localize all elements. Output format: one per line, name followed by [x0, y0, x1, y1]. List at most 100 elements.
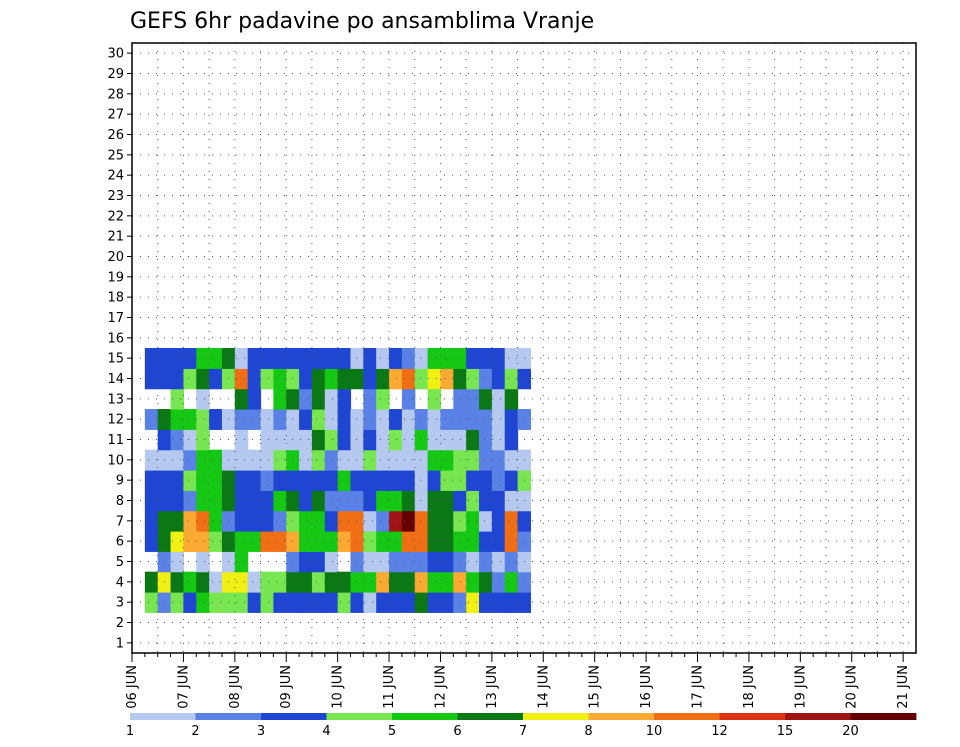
heatmap-cell	[209, 490, 223, 512]
heatmap-cell	[427, 571, 442, 593]
heatmap-cell	[389, 429, 403, 451]
heatmap-cell	[324, 368, 339, 390]
heatmap-cell	[183, 490, 197, 512]
heatmap-cell	[183, 368, 197, 390]
heatmap-cell	[376, 592, 390, 613]
heatmap-cell	[324, 429, 339, 451]
heatmap-cell	[363, 551, 377, 573]
heatmap-cell	[196, 531, 210, 552]
colorbar-swatch	[326, 713, 393, 720]
heatmap-cell	[144, 490, 159, 512]
heatmap-cell	[234, 348, 249, 369]
heatmap-cell	[311, 592, 326, 613]
heatmap-cell	[466, 388, 480, 410]
heatmap-cell	[170, 388, 185, 410]
heatmap-cell	[401, 348, 416, 369]
heatmap-cell	[183, 409, 197, 430]
heatmap-cell	[209, 531, 223, 552]
heatmap-cell	[273, 449, 287, 471]
heatmap-cell	[337, 429, 352, 451]
heatmap-cell	[209, 510, 223, 532]
heatmap-cell	[337, 470, 352, 491]
heatmap-cell	[196, 449, 210, 471]
heatmap-cell	[363, 592, 377, 613]
heatmap-cell	[479, 388, 493, 410]
heatmap-cell	[479, 531, 493, 552]
heatmap-cell	[337, 531, 352, 552]
colorbar-swatch	[719, 713, 786, 720]
colorbar-swatch	[588, 713, 655, 720]
heatmap-cell	[350, 571, 364, 593]
heatmap-cell	[440, 551, 454, 573]
heatmap-cell	[324, 571, 339, 593]
heatmap-cell	[196, 571, 210, 593]
heatmap-cell	[337, 449, 352, 471]
heatmap-cell	[209, 348, 223, 369]
heatmap-cell	[273, 368, 287, 390]
heatmap-cell	[324, 409, 339, 430]
heatmap-cell	[144, 531, 159, 552]
x-date-label: 08 JUN	[228, 665, 243, 709]
heatmap-cell	[363, 510, 377, 532]
x-date-label: 10 JUN	[331, 665, 346, 709]
heatmap-cell	[337, 368, 352, 390]
heatmap-cell	[401, 551, 416, 573]
colorbar-label: 4	[322, 724, 330, 739]
y-tick-label: 22	[107, 209, 124, 224]
heatmap-cell	[479, 510, 493, 532]
y-tick-label: 11	[107, 433, 124, 448]
heatmap-cell	[234, 470, 249, 491]
heatmap-cell	[247, 409, 262, 430]
heatmap-cell	[299, 470, 313, 491]
heatmap-cell	[260, 470, 274, 491]
heatmap-cell	[350, 368, 364, 390]
heatmap-cell	[324, 551, 339, 573]
heatmap-cell	[389, 470, 403, 491]
y-tick-label: 17	[107, 311, 124, 326]
heatmap-cell	[209, 592, 223, 613]
heatmap-cell	[427, 348, 442, 369]
heatmap-cell	[234, 449, 249, 471]
heatmap-cell	[440, 592, 454, 613]
heatmap-cell	[337, 510, 352, 532]
heatmap-cell	[389, 510, 403, 532]
heatmap-cell	[363, 368, 377, 390]
heatmap-cell	[389, 490, 403, 512]
heatmap-cell	[234, 490, 249, 512]
heatmap-cell	[196, 592, 210, 613]
heatmap-cell	[144, 592, 159, 613]
heatmap-cell	[504, 490, 519, 512]
heatmap-cell	[427, 449, 442, 471]
heatmap-cell	[196, 409, 210, 430]
heatmap-cell	[491, 490, 506, 512]
heatmap-cell	[324, 531, 339, 552]
heatmap-cell	[363, 571, 377, 593]
heatmap-cell	[363, 449, 377, 471]
colorbar-swatch	[195, 713, 262, 720]
heatmap-cell	[350, 592, 364, 613]
heatmap-cell	[170, 490, 185, 512]
heatmap-cell	[170, 510, 185, 532]
x-date-label: 15 JUN	[588, 665, 603, 709]
grid-layer	[132, 43, 916, 653]
heatmap-cell	[234, 510, 249, 532]
heatmap-cell	[144, 470, 159, 491]
heatmap-cell	[466, 592, 480, 613]
heatmap-cell	[247, 388, 262, 410]
y-tick-label: 29	[107, 67, 124, 82]
heatmap-cell	[401, 368, 416, 390]
heatmap-cell	[311, 470, 326, 491]
heatmap-cell	[427, 429, 442, 451]
heatmap-cell	[337, 571, 352, 593]
heatmap-cell	[260, 449, 274, 471]
heatmap-cell	[299, 531, 313, 552]
heatmap-cell	[389, 409, 403, 430]
y-tick-label: 28	[107, 87, 124, 102]
heatmap-cell	[144, 348, 159, 369]
heatmap-cell	[491, 348, 506, 369]
heatmap-cell	[389, 571, 403, 593]
heatmap-cell	[350, 449, 364, 471]
heatmap-cell	[401, 470, 416, 491]
heatmap-cell	[389, 551, 403, 573]
heatmap-cell	[427, 551, 442, 573]
